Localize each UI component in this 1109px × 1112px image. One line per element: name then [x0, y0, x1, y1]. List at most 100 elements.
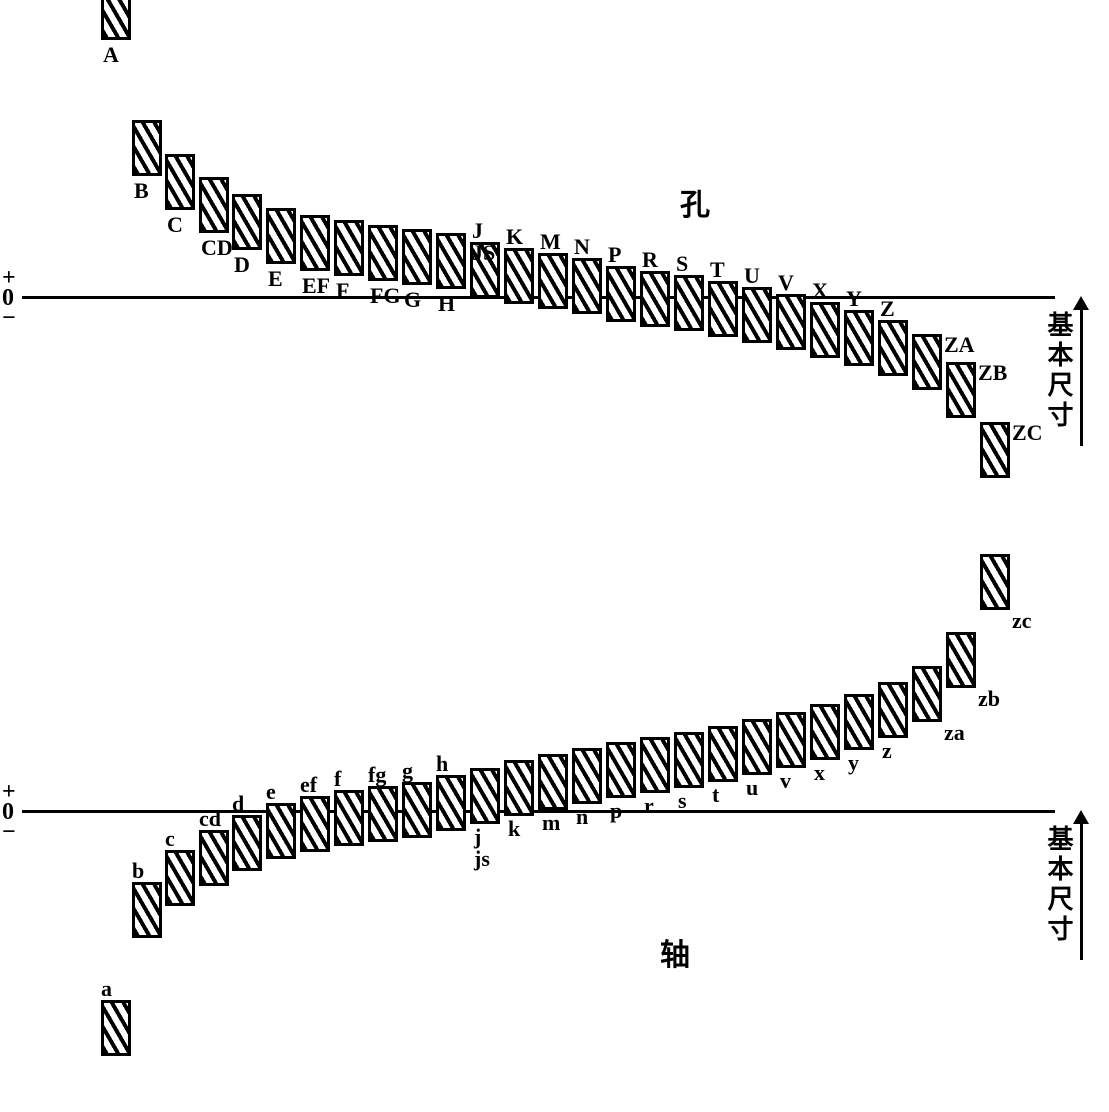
label-hole-X: X — [812, 278, 828, 304]
bar-hole-P — [606, 266, 636, 322]
bar-shaft-u — [742, 719, 772, 775]
bar-shaft-x — [810, 704, 840, 760]
axis-minus: − — [2, 306, 16, 330]
bar-hole-ZA — [912, 334, 942, 390]
bar-shaft-c — [165, 850, 195, 906]
bar-hole-C — [165, 154, 195, 210]
label-shaft-m: m — [542, 810, 560, 836]
hole-basic-size-label: 基本尺寸 — [1040, 311, 1077, 431]
bar-shaft-fg — [368, 786, 398, 842]
bar-hole-A — [101, 0, 131, 40]
shaft-arrow-line — [1080, 822, 1083, 960]
bar-shaft-zb — [946, 632, 976, 688]
label-shaft-u: u — [746, 775, 758, 801]
label-shaft-b: b — [132, 858, 144, 884]
bar-shaft-j — [470, 768, 500, 824]
label-shaft-fg: fg — [368, 762, 386, 788]
bar-hole-S — [674, 275, 704, 331]
bar-hole-N — [572, 258, 602, 314]
bar-hole-H — [436, 233, 466, 289]
label-shaft-s: s — [678, 788, 687, 814]
bar-shaft-e — [266, 803, 296, 859]
bar-hole-EF — [300, 215, 330, 271]
bar-hole-T — [708, 281, 738, 337]
bar-hole-E — [266, 208, 296, 264]
bar-shaft-cd — [199, 830, 229, 886]
hole-arrow-line — [1080, 308, 1083, 446]
bar-shaft-ef — [300, 796, 330, 852]
bar-shaft-d — [232, 815, 262, 871]
label-shaft-e: e — [266, 779, 276, 805]
label-hole-A: A — [103, 42, 119, 68]
bar-hole-CD — [199, 177, 229, 233]
label-shaft-cd: cd — [199, 806, 221, 832]
bar-shaft-g — [402, 782, 432, 838]
label-shaft-a: a — [101, 976, 112, 1002]
label-hole-G: G — [404, 287, 421, 313]
bar-hole-M — [538, 253, 568, 309]
bar-hole-ZB — [946, 362, 976, 418]
label-hole-E: E — [268, 266, 283, 292]
bar-hole-R — [640, 271, 670, 327]
label-hole-FG: FG — [370, 283, 401, 309]
bar-shaft-t — [708, 726, 738, 782]
shaft-arrow-head — [1073, 810, 1089, 824]
bar-shaft-h — [436, 775, 466, 831]
bar-hole-F — [334, 220, 364, 276]
label-shaft-g: g — [402, 758, 413, 784]
bar-shaft-p — [606, 742, 636, 798]
bar-hole-G — [402, 229, 432, 285]
bar-shaft-s — [674, 732, 704, 788]
bar-shaft-n — [572, 748, 602, 804]
label-shaft-y: y — [848, 750, 859, 776]
label-hole-ZA: ZA — [944, 332, 975, 358]
label-shaft-za: za — [944, 720, 965, 746]
label-hole-U: U — [744, 263, 760, 289]
bar-shaft-k — [504, 760, 534, 816]
shaft-zero-line — [22, 810, 1055, 813]
label-shaft-k: k — [508, 816, 520, 842]
bar-hole-Z — [878, 320, 908, 376]
label-shaft-js: js — [474, 846, 490, 872]
hole-arrow-head — [1073, 296, 1089, 310]
label-shaft-z: z — [882, 738, 892, 764]
label-hole-M: M — [540, 229, 561, 255]
label-hole-V: V — [778, 270, 794, 296]
label-shaft-zc: zc — [1012, 608, 1032, 634]
bar-hole-K — [504, 248, 534, 304]
label-shaft-v: v — [780, 768, 791, 794]
tolerance-zone-diagram: +0−ABCCDDEEFFFGGHJJSKMNPRSTUVXYZZAZBZC基本… — [0, 0, 1109, 1112]
label-shaft-t: t — [712, 782, 719, 808]
bar-shaft-f — [334, 790, 364, 846]
label-shaft-d: d — [232, 791, 244, 817]
hole-title: 孔 — [680, 180, 710, 224]
label-hole-ZB: ZB — [978, 360, 1007, 386]
label-hole-S: S — [676, 251, 688, 277]
bar-shaft-zc — [980, 554, 1010, 610]
label-hole-T: T — [710, 257, 725, 283]
label-hole-F: F — [336, 278, 349, 304]
label-hole-R: R — [642, 247, 658, 273]
bar-shaft-m — [538, 754, 568, 810]
label-hole-N: N — [574, 234, 590, 260]
label-hole-H: H — [438, 291, 455, 317]
bar-hole-U — [742, 287, 772, 343]
label-shaft-r: r — [644, 793, 654, 819]
axis-minus: − — [2, 820, 16, 844]
bar-hole-Y — [844, 310, 874, 366]
label-shaft-h: h — [436, 751, 448, 777]
label-shaft-p: p — [610, 798, 622, 824]
label-hole-Y: Y — [846, 286, 862, 312]
bar-hole-FG — [368, 225, 398, 281]
bar-shaft-z — [878, 682, 908, 738]
shaft-basic-size-label: 基本尺寸 — [1040, 825, 1077, 945]
bar-shaft-v — [776, 712, 806, 768]
label-shaft-zb: zb — [978, 686, 1000, 712]
bar-shaft-y — [844, 694, 874, 750]
label-shaft-c: c — [165, 826, 175, 852]
bar-hole-X — [810, 302, 840, 358]
label-hole-K: K — [506, 224, 523, 250]
bar-hole-V — [776, 294, 806, 350]
bar-hole-ZC — [980, 422, 1010, 478]
label-shaft-ef: ef — [300, 772, 317, 798]
